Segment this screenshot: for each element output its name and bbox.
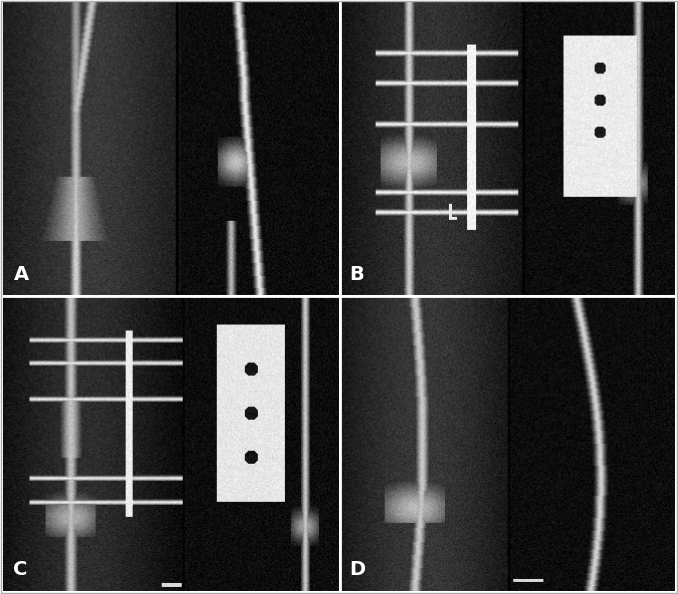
Text: B: B [350,265,365,284]
Text: A: A [14,265,28,284]
Text: D: D [350,560,366,579]
Text: C: C [14,560,28,579]
